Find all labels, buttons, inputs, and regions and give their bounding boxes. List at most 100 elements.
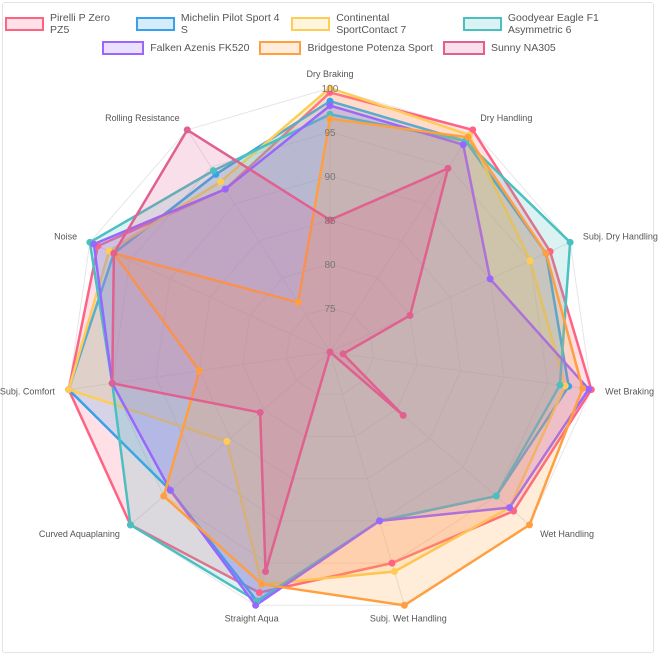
tick-label: 75 — [324, 304, 336, 315]
tick-label: 95 — [324, 128, 336, 139]
series-area[interactable] — [112, 117, 584, 607]
data-point[interactable] — [160, 492, 168, 500]
data-point[interactable] — [459, 141, 467, 149]
grid-ring — [111, 131, 549, 564]
data-point[interactable] — [526, 257, 534, 265]
legend: Pirelli P Zero PZ5 Michelin Pilot Sport … — [0, 12, 658, 55]
legend-item-continental[interactable]: Continental SportContact 7 — [291, 12, 453, 36]
data-point[interactable] — [399, 411, 407, 419]
axis-label: Noise — [54, 232, 77, 242]
data-point[interactable] — [326, 84, 334, 92]
data-point[interactable] — [262, 568, 270, 576]
legend-label: Falken Azenis FK520 — [150, 42, 250, 54]
data-point[interactable] — [486, 275, 494, 283]
grid-spoke — [329, 351, 592, 391]
data-point[interactable] — [326, 348, 334, 356]
tick-label: 90 — [324, 172, 336, 183]
axis-label: Subj. Dry Handling — [583, 232, 658, 242]
data-point[interactable] — [388, 559, 396, 567]
axis-label: Subj. Comfort — [0, 387, 55, 397]
data-point[interactable] — [166, 486, 174, 494]
legend-swatch — [102, 41, 145, 55]
data-point[interactable] — [556, 381, 564, 389]
legend-item-bridgestone[interactable]: Bridgestone Potenza Sport — [259, 41, 433, 55]
data-point[interactable] — [326, 216, 334, 224]
data-point[interactable] — [444, 164, 452, 172]
grid-spoke — [89, 241, 331, 353]
legend-row-1: Pirelli P Zero PZ5 Michelin Pilot Sport … — [0, 12, 658, 36]
data-point[interactable] — [579, 384, 587, 392]
axis-label: Straight Aqua — [225, 614, 279, 624]
data-point[interactable] — [126, 521, 134, 529]
tick-label: 85 — [324, 216, 336, 227]
legend-swatch — [462, 17, 502, 31]
data-point[interactable] — [195, 367, 203, 375]
data-point[interactable] — [258, 580, 266, 588]
data-point[interactable] — [464, 133, 472, 141]
data-point[interactable] — [339, 350, 347, 358]
series-area[interactable] — [67, 86, 567, 586]
legend-label: Goodyear Eagle F1 Asymmetric 6 — [507, 12, 599, 36]
data-point[interactable] — [217, 178, 225, 186]
axis-label: Dry Braking — [306, 69, 353, 79]
grid-ring — [242, 263, 418, 437]
legend-item-sunny[interactable]: Sunny NA305 — [442, 41, 556, 55]
series-area[interactable] — [88, 113, 572, 603]
grid-ring — [155, 175, 505, 522]
data-point[interactable] — [110, 249, 118, 257]
data-point[interactable] — [90, 240, 98, 248]
data-point[interactable] — [255, 589, 263, 597]
legend-swatch — [5, 17, 45, 31]
data-point[interactable] — [400, 601, 408, 609]
legend-label: Michelin Pilot Sport 4 S — [180, 12, 280, 36]
data-point[interactable] — [585, 385, 593, 393]
data-point[interactable] — [376, 517, 384, 525]
data-point[interactable] — [406, 311, 414, 319]
data-point[interactable] — [506, 504, 514, 512]
legend-swatch — [135, 17, 175, 31]
legend-label: Continental SportContact 7 — [336, 12, 407, 36]
legend-item-pirelli[interactable]: Pirelli P Zero PZ5 — [5, 12, 126, 36]
data-point[interactable] — [65, 386, 73, 394]
data-point[interactable] — [221, 185, 229, 193]
axis-label: Dry Handling — [480, 113, 532, 123]
data-point[interactable] — [252, 601, 260, 609]
data-point[interactable] — [209, 167, 217, 175]
legend-item-goodyear[interactable]: Goodyear Eagle F1 Asymmetric 6 — [462, 12, 653, 36]
axis-label: Wet Braking — [605, 387, 654, 397]
legend-label: Pirelli P Zero PZ5 — [50, 12, 110, 36]
grid-ring — [198, 219, 462, 480]
data-point[interactable] — [542, 249, 550, 257]
legend-swatch — [442, 41, 485, 55]
data-point[interactable] — [566, 238, 574, 246]
data-point[interactable] — [294, 298, 302, 306]
data-point[interactable] — [526, 521, 534, 529]
data-point[interactable] — [223, 437, 231, 445]
tick-label: 80 — [324, 260, 336, 271]
data-point[interactable] — [326, 102, 334, 110]
legend-swatch — [259, 41, 302, 55]
data-point[interactable] — [183, 126, 191, 134]
series-area[interactable] — [110, 128, 450, 573]
legend-label: Sunny NA305 — [490, 42, 556, 54]
grid-spoke — [186, 129, 331, 353]
grid-ring — [68, 87, 592, 606]
legend-swatch — [291, 17, 331, 31]
data-point[interactable] — [108, 379, 116, 387]
axis-label: Wet Handling — [540, 529, 594, 539]
legend-item-falken[interactable]: Falken Azenis FK520 — [102, 41, 249, 55]
data-point[interactable] — [492, 492, 500, 500]
tick-label: 100 — [322, 84, 339, 95]
legend-item-michelin[interactable]: Michelin Pilot Sport 4 S — [135, 12, 281, 36]
data-point[interactable] — [390, 568, 398, 576]
grid-ring — [285, 307, 375, 395]
axis-label: Subj. Wet Handling — [370, 614, 447, 624]
legend-label: Bridgestone Potenza Sport — [307, 42, 433, 54]
axis-label: Rolling Resistance — [105, 113, 180, 123]
data-point[interactable] — [326, 115, 334, 123]
data-point[interactable] — [256, 409, 264, 417]
axis-label: Curved Aquaplaning — [39, 529, 120, 539]
data-point[interactable] — [469, 126, 477, 134]
